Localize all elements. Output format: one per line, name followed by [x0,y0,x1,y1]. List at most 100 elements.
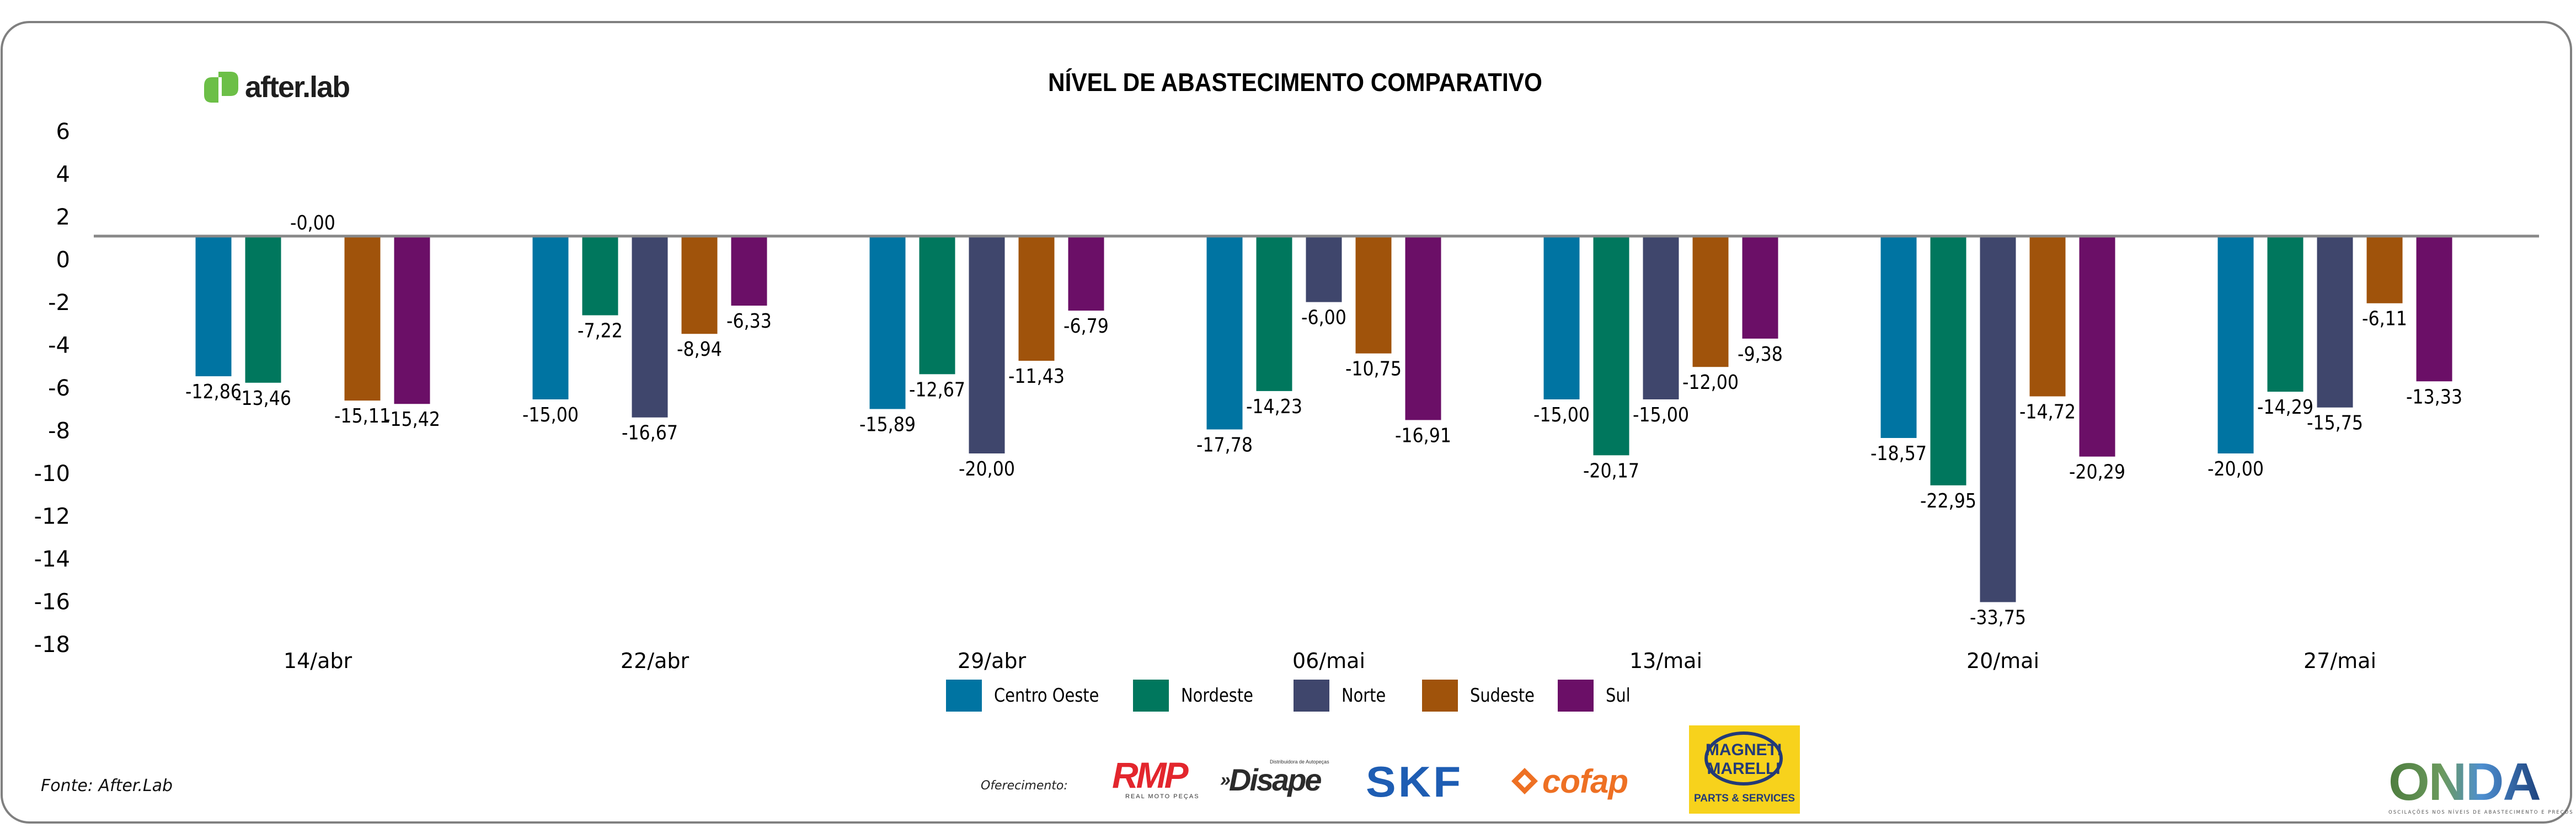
value-label: -7,22 [578,319,623,342]
legend-item-norte[interactable]: Norte [1294,680,1393,712]
y-tick-label: -12 [34,504,70,530]
bar-nordeste[interactable] [1256,237,1292,391]
source-note: Fonte: After.Lab [41,776,173,795]
bar-sul[interactable] [731,237,767,306]
bar-sudeste[interactable] [681,237,718,334]
skf-logo: SKF [1366,757,1463,806]
bar-sul[interactable] [394,237,430,404]
value-label: -10,75 [1345,357,1402,380]
bar-sul[interactable] [2416,237,2452,382]
bar-centro-oeste[interactable] [1543,237,1580,399]
y-tick-label: -6 [48,376,70,401]
y-tick-label: 2 [56,205,70,230]
bar-centro-oeste[interactable] [1206,237,1243,430]
value-label: -12,86 [185,380,242,403]
bar-nordeste[interactable] [582,237,618,316]
bar-nordeste[interactable] [2267,237,2304,392]
value-label: -0,00 [290,211,335,234]
bar-sudeste[interactable] [1018,237,1055,361]
value-label: -16,67 [622,421,678,444]
legend-item-nordeste[interactable]: Nordeste [1133,680,1266,712]
x-tick-label: 20/mai [1966,649,2039,673]
rmp-logo-subtitle: REAL MOTO PEÇAS [1125,793,1200,800]
bar-centro-oeste[interactable] [869,237,906,409]
value-label: -15,75 [2307,412,2363,434]
value-label: -6,00 [1301,306,1346,329]
value-label: -22,95 [1920,489,1976,512]
disape-logo: Distribuidora de Autopeças »Disape [1220,759,1353,803]
afterlab-logo: after.lab [202,71,350,104]
x-tick-label: 22/abr [621,649,690,673]
marelli-line-2: MARELLI [1707,760,1780,778]
value-label: -18,57 [1870,442,1927,464]
legend-item-centro-oeste[interactable]: Centro Oeste [946,680,1118,712]
bar-sudeste[interactable] [1692,237,1729,367]
legend-swatch-sudeste [1422,680,1458,712]
value-label: -15,89 [859,413,916,436]
bar-norte[interactable] [1643,237,1679,399]
y-tick-label: -4 [48,333,70,359]
bar-centro-oeste[interactable] [532,237,569,399]
y-axis-ticks: 6 4 2 0 -2 -4 -6 -8 -10 -12 -14 -16 -18 [34,119,70,658]
bar-norte[interactable] [969,237,1005,453]
rmp-logo-text: RMP [1112,755,1189,795]
y-tick-label: -14 [34,547,70,572]
chart-title: NÍVEL DE ABASTECIMENTO COMPARATIVO [1048,68,1542,97]
y-tick-label: -16 [34,590,70,615]
magneti-marelli-emblem: MAGNETI MARELLI [1704,731,1783,786]
legend-swatch-centro-oeste [946,680,982,712]
value-label: -20,29 [2069,461,2125,483]
bar-nordeste[interactable] [919,237,955,375]
bar-nordeste[interactable] [245,237,281,383]
value-label: -20,00 [2208,457,2264,480]
disape-logo-subtitle: Distribuidora de Autopeças [1270,759,1329,765]
value-label: -14,29 [2257,396,2313,418]
bar-norte[interactable] [2317,237,2353,408]
value-label: -11,43 [1008,365,1065,387]
bar-norte[interactable] [1306,237,1342,302]
value-label: -14,23 [1246,395,1302,418]
bar-nordeste[interactable] [1930,237,1966,485]
bar-centro-oeste[interactable] [2217,237,2254,453]
value-label: -6,33 [726,309,772,332]
value-label: -20,00 [959,457,1015,480]
chart-frame [1,21,2572,824]
value-label: -16,91 [1395,424,1451,447]
bar-sul[interactable] [1068,237,1104,311]
value-labels: -12,86-13,46 -0,00 -15,11-15,42 -15,00 -7,22… [185,211,2462,629]
bar-sul[interactable] [1405,237,1441,420]
value-label: -6,11 [2362,307,2407,330]
onda-logo: ONDA OSCILAÇÕES NOS NÍVEIS DE ABASTECIME… [2388,756,2574,818]
bar-sul[interactable] [2079,237,2115,457]
bar-sudeste[interactable] [2366,237,2403,303]
bar-norte[interactable] [632,237,668,418]
value-label: -15,00 [1533,403,1590,426]
value-label: -8,94 [677,338,722,360]
x-axis-labels: 14/abr 22/abr 29/abr 06/mai 13/mai 20/mai 27/m… [284,649,2376,673]
onda-logo-subtitle: OSCILAÇÕES NOS NÍVEIS DE ABASTECIMENTO E… [2388,810,2574,815]
bar-nordeste[interactable] [1593,237,1629,456]
value-label: -12,67 [909,378,965,400]
legend-swatch-sul [1558,680,1594,712]
legend-label: Sul [1606,685,1631,707]
bar-centro-oeste[interactable] [195,237,232,377]
y-tick-label: -8 [48,419,70,444]
x-tick-label: 14/abr [284,649,352,673]
onda-logo-text: ONDA [2388,756,2543,809]
bar-norte[interactable] [1980,237,2016,602]
y-tick-label: -18 [34,632,70,658]
legend-label: Centro Oeste [994,685,1099,707]
legend-item-sudeste[interactable]: Sudeste [1422,680,1546,712]
bar-sudeste[interactable] [344,237,381,401]
y-tick-label: -10 [34,461,70,487]
bar-centro-oeste[interactable] [1880,237,1917,438]
value-label: -6,79 [1063,314,1109,337]
y-tick-label: 0 [56,248,70,273]
bar-sudeste[interactable] [1355,237,1392,354]
marelli-line-1: MAGNETI [1706,741,1782,759]
legend-item-sul[interactable]: Sul [1558,680,1635,712]
magneti-marelli-logo: MAGNETI MARELLI PARTS & SERVICES [1689,725,1800,814]
bar-sudeste[interactable] [2029,237,2066,397]
bar-sul[interactable] [1742,237,1778,339]
